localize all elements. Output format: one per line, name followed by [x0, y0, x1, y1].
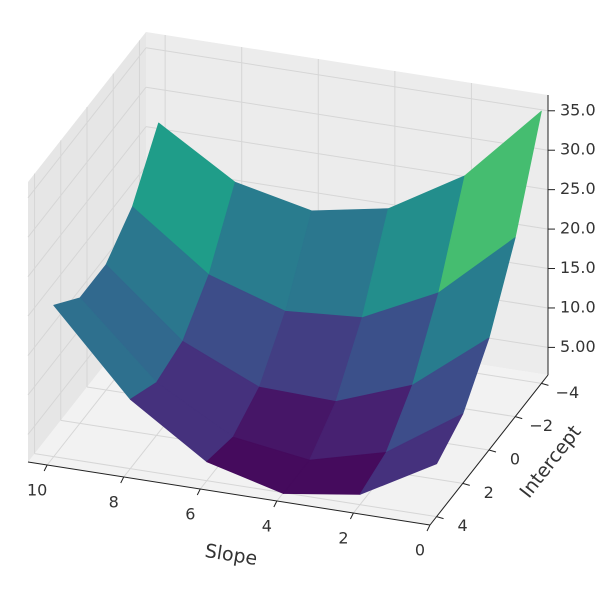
- y-tick: [462, 482, 470, 486]
- y-tick-label: 4: [457, 516, 467, 535]
- x-axis-label: Slope: [203, 540, 259, 570]
- y-tick: [541, 382, 549, 386]
- z-tick-label: 5.00: [560, 337, 596, 356]
- z-tick-label: 35.0: [560, 100, 596, 119]
- x-tick: [349, 512, 354, 520]
- surface-patch: [359, 413, 464, 495]
- y-tick: [436, 516, 444, 520]
- x-tick-label: 6: [185, 505, 195, 524]
- grid-line: [145, 86, 549, 151]
- z-tick-label: 15.0: [560, 258, 596, 277]
- x-tick-label: 4: [262, 517, 272, 536]
- y-tick: [488, 449, 497, 453]
- x-axis: [27, 461, 431, 526]
- x-tick: [273, 500, 278, 508]
- x-tick: [120, 476, 125, 484]
- grid-line: [27, 126, 147, 277]
- z-tick-label: 20.0: [560, 219, 596, 238]
- grid-line: [145, 47, 549, 112]
- grid-line: [34, 453, 437, 518]
- y-tick-label: −4: [556, 383, 580, 402]
- y-tick-label: 2: [484, 483, 494, 502]
- z-tick-label: 30.0: [560, 140, 596, 159]
- grid-line: [27, 47, 147, 199]
- grid-line: [27, 165, 147, 317]
- x-tick-label: 2: [338, 529, 348, 548]
- z-tick-label: 25.0: [560, 179, 596, 198]
- x-tick: [196, 488, 201, 496]
- x-tick: [43, 464, 48, 472]
- y-tick: [515, 416, 523, 420]
- x-tick-label: 0: [415, 541, 425, 560]
- x-tick: [426, 524, 431, 532]
- x-tick-label: 8: [109, 493, 119, 512]
- y-tick-label: 0: [510, 450, 520, 469]
- x-tick-label: 10: [27, 481, 47, 500]
- y-tick-label: −2: [529, 416, 553, 435]
- z-tick-label: 10.0: [560, 297, 596, 316]
- grid-line: [27, 86, 147, 238]
